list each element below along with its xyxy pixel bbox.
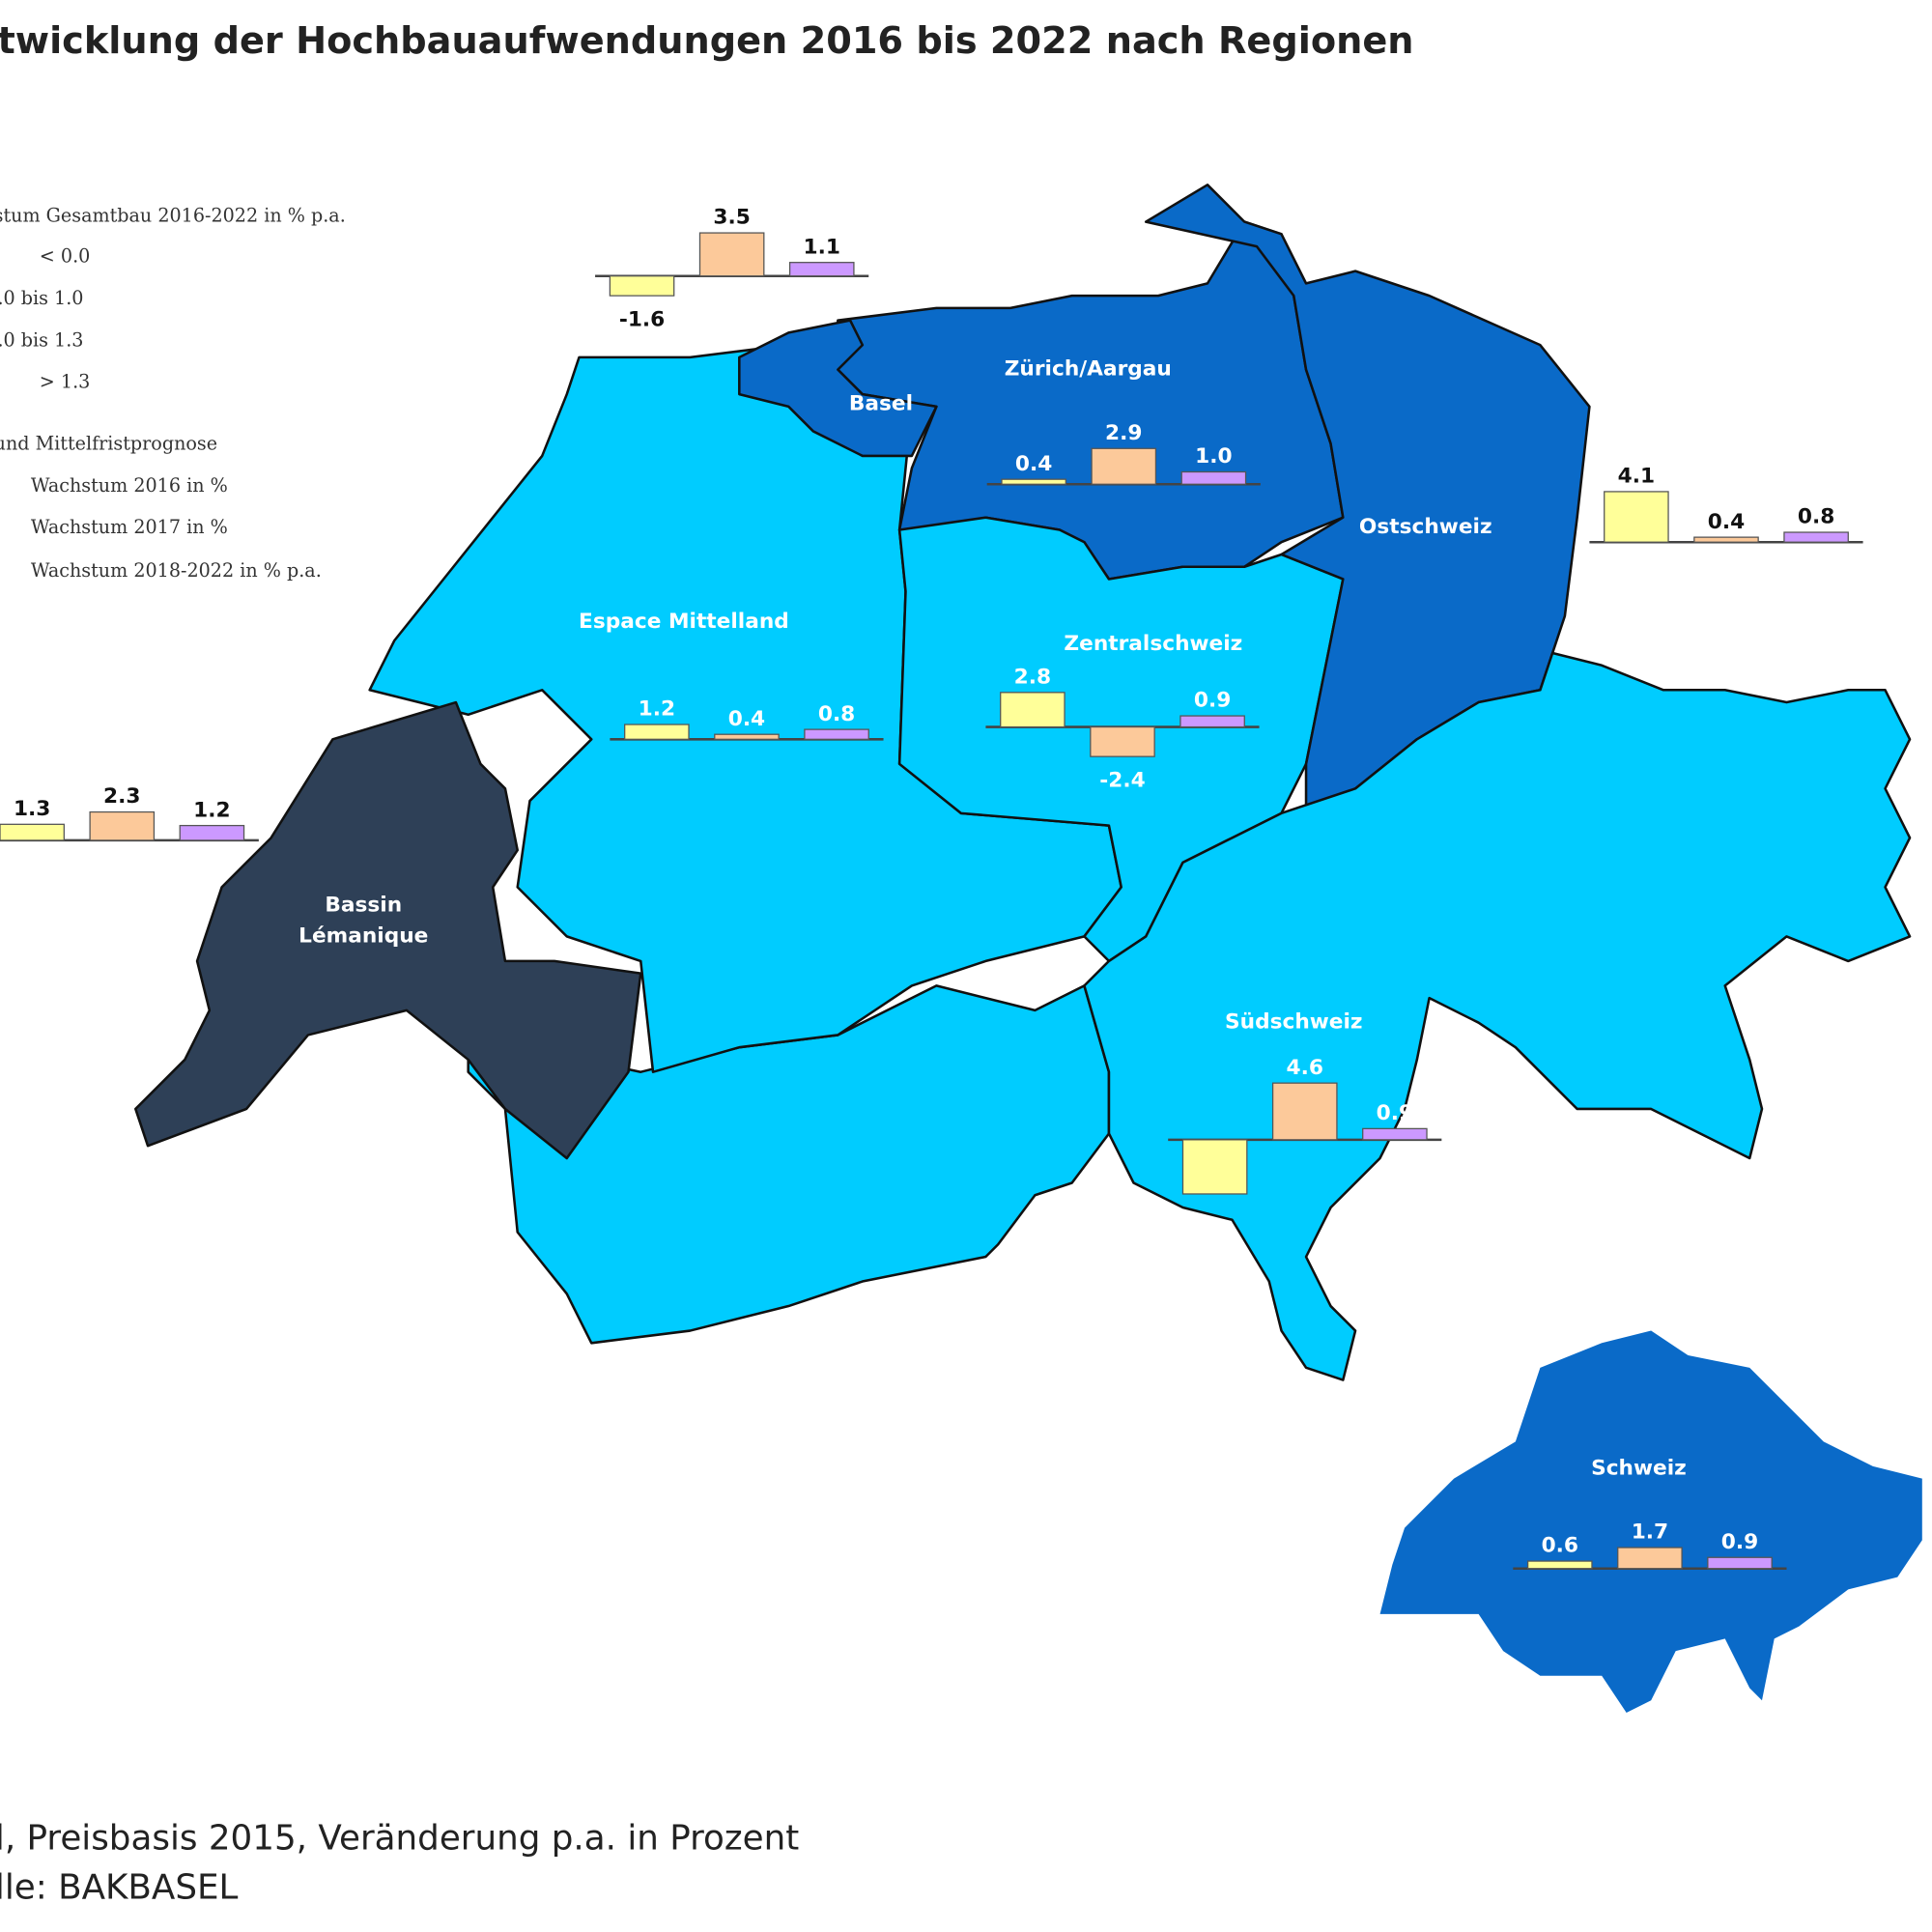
bar (0, 823, 65, 841)
value-label: 3.5 (713, 206, 750, 230)
value-label: 0.9 (1194, 689, 1231, 713)
region-name: Zürich/Aargau (1005, 357, 1172, 382)
region-shape (837, 220, 1345, 581)
bar (1091, 447, 1157, 485)
legend-entry: Wachstum 2016 in % (31, 474, 228, 497)
bar (1604, 491, 1669, 543)
legend-class: .0 bis 1.0 (0, 287, 83, 309)
region-shape (467, 984, 1111, 1345)
legend-class: > 1.3 (40, 371, 91, 393)
bar (1526, 1560, 1593, 1570)
bar (788, 262, 855, 277)
value-label: 0.9 (1721, 1530, 1758, 1554)
value-label: 1.1 (804, 235, 840, 259)
value-label: 0.9 (1377, 1101, 1413, 1125)
value-label: 1.7 (1632, 1520, 1668, 1545)
legend-title: stum Gesamtbau 2016-2022 in % p.a. (0, 204, 346, 226)
bar (1271, 1082, 1338, 1141)
legend-class: < 0.0 (40, 245, 91, 268)
bar (1362, 1127, 1428, 1141)
value-label: -1.6 (619, 308, 665, 332)
value-label: 4.6 (1287, 1056, 1323, 1080)
region-name: Ostschweiz (1359, 515, 1492, 539)
value-label: 2.3 (103, 784, 140, 809)
region-shape (134, 700, 642, 1160)
legend-entry: Wachstum 2017 in % (31, 516, 228, 538)
bar (714, 733, 780, 740)
value-label: 0.4 (1708, 510, 1745, 534)
bar (698, 232, 765, 277)
region-name: Schweiz (1591, 1456, 1687, 1480)
value-label: -2.4 (1099, 769, 1145, 793)
value-label: 2.8 (1014, 666, 1051, 690)
value-label: 0.6 (1542, 1534, 1578, 1558)
value-label: 1.2 (639, 697, 675, 722)
value-label: 1.0 (1195, 444, 1232, 469)
region-shape (738, 319, 938, 458)
bar (1180, 470, 1247, 485)
value-label: 1.2 (193, 798, 230, 822)
value-label: 0.4 (728, 707, 765, 731)
region-name: Bassin (325, 894, 402, 918)
region-name: Espace Mittelland (579, 610, 789, 634)
region-name: Zentralschweiz (1064, 632, 1242, 656)
value-label: 4.1 (1618, 465, 1655, 489)
bar (1090, 725, 1155, 757)
footer-note: l, Preisbasis 2015, Veränderung p.a. in … (0, 1818, 799, 1858)
region-shape (1083, 651, 1912, 1381)
bar (1179, 715, 1245, 728)
country-shape (1379, 1330, 1922, 1713)
bar (89, 810, 156, 841)
bar (1707, 1556, 1773, 1570)
bar (179, 824, 245, 841)
region-name: Südschweiz (1225, 1010, 1363, 1035)
bar (1617, 1547, 1683, 1570)
bar (1001, 478, 1066, 485)
bar (1783, 531, 1849, 543)
value-label: 2.9 (1105, 421, 1142, 445)
footer-source: lle: BAKBASEL (0, 1867, 239, 1907)
bar (609, 275, 675, 297)
value-label: 0.4 (1015, 452, 1052, 476)
legend-class: .0 bis 1.3 (0, 328, 83, 351)
region-name: Lémanique (298, 923, 428, 948)
value-label: 0.8 (818, 702, 855, 726)
bar (1693, 536, 1759, 543)
bar (804, 728, 869, 740)
value-label: 1.3 (14, 797, 50, 821)
region-name: Basel (849, 391, 913, 415)
legend-title: und Mittelfristprognose (0, 432, 217, 454)
bar (1000, 692, 1065, 728)
value-label: 0.8 (1798, 505, 1834, 529)
bar (624, 724, 690, 740)
bar (1181, 1139, 1248, 1195)
legend-entry: Wachstum 2018-2022 in % p.a. (31, 559, 322, 582)
title: twicklung der Hochbauaufwendungen 2016 b… (0, 19, 1414, 63)
